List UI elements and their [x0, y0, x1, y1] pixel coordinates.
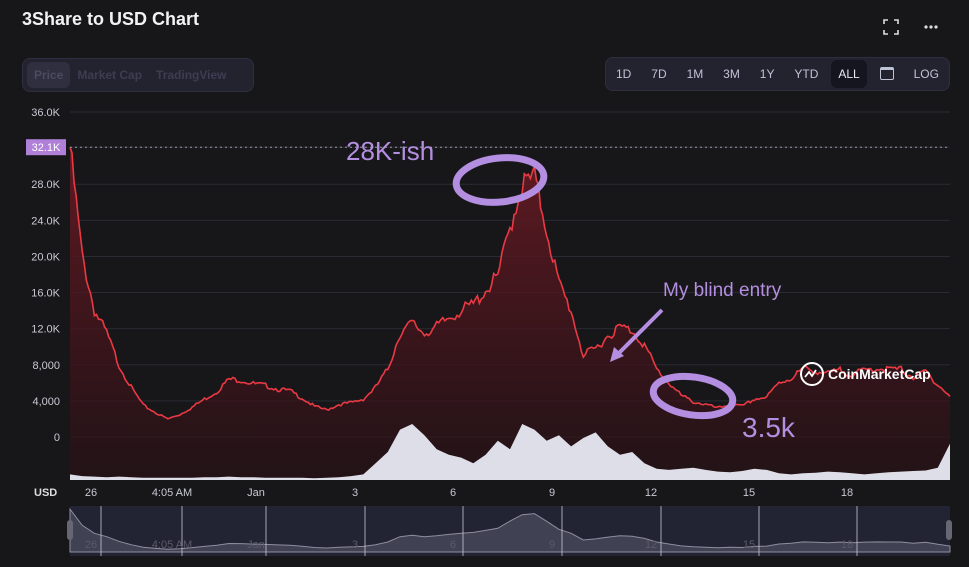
- tab-price[interactable]: Price: [27, 62, 71, 88]
- fullscreen-icon[interactable]: [880, 16, 902, 38]
- range-ytd[interactable]: YTD: [794, 67, 819, 81]
- tab-tradingview[interactable]: TradingView: [156, 68, 227, 82]
- x-tick-label: 3: [352, 487, 358, 499]
- log-toggle[interactable]: LOG: [913, 67, 939, 81]
- current-price-label: 32.1K: [32, 142, 61, 154]
- volume-bars: [70, 424, 950, 480]
- y-axis: 36.0K 28.0K 24.0K 20.0K 16.0K 12.0K 8,000 4,000…: [26, 107, 66, 444]
- navigator-tick-label: 26: [85, 539, 97, 551]
- navigator-tick-label: 3: [352, 539, 358, 551]
- x-axis: 26 4:05 AM Jan 3 6 9 12 15 18: [85, 487, 853, 499]
- entry-annotation: My blind entry: [663, 280, 782, 301]
- x-tick-label: 6: [450, 487, 456, 499]
- peak-annotation: 28K-ish: [346, 136, 434, 166]
- entry-arrow: [616, 308, 664, 356]
- navigator-tick-label: 12: [645, 539, 657, 551]
- range-1m[interactable]: 1M: [686, 67, 704, 81]
- watermark: CoinMarketCap: [800, 362, 931, 386]
- y-tick-label: 4,000: [32, 396, 60, 408]
- price-chart: 36.0K 28.0K 24.0K 20.0K 16.0K 12.0K 8,000 4,000…: [26, 107, 952, 556]
- price-area: [70, 147, 950, 480]
- x-tick-label: 18: [841, 487, 853, 499]
- navigator-right-handle[interactable]: [946, 520, 952, 540]
- x-tick-label: Jan: [247, 487, 265, 499]
- peak-circle: [452, 154, 548, 206]
- y-tick-label: 0: [54, 432, 60, 444]
- x-tick-label: 12: [645, 487, 657, 499]
- navigator-tick-label: 9: [549, 539, 555, 551]
- x-tick-label: 4:05 AM: [152, 487, 192, 499]
- low-circle: [649, 372, 737, 420]
- currency-label: USD: [34, 487, 57, 499]
- navigator-tick-label: 18: [841, 539, 853, 551]
- range-7d[interactable]: 7D: [651, 67, 667, 81]
- y-tick-label: 28.0K: [31, 179, 60, 191]
- watermark-text: CoinMarketCap: [828, 366, 931, 382]
- page-title: 3Share to USD Chart: [22, 9, 200, 29]
- low-annotation: 3.5k: [742, 412, 796, 443]
- y-tick-label: 16.0K: [31, 288, 60, 300]
- navigator-tick-label: 15: [743, 539, 755, 551]
- calendar-icon: [879, 67, 894, 80]
- navigator-tick-label: 4:05 AM: [152, 539, 192, 551]
- y-tick-label: 36.0K: [31, 107, 60, 119]
- y-tick-label: 8,000: [32, 360, 60, 372]
- range-1y[interactable]: 1Y: [759, 67, 775, 81]
- y-tick-label: 20.0K: [31, 251, 60, 263]
- more-icon[interactable]: [920, 16, 942, 38]
- navigator-tick-label: 6: [450, 539, 456, 551]
- navigator-left-handle[interactable]: [67, 520, 73, 540]
- x-tick-label: 9: [549, 487, 555, 499]
- range-3m[interactable]: 3M: [723, 67, 740, 81]
- entry-arrow-head: [610, 347, 624, 362]
- y-tick-label: 24.0K: [31, 215, 60, 227]
- navigator-line: [69, 507, 951, 553]
- current-price-badge: [26, 139, 66, 156]
- calendar-button[interactable]: [873, 60, 901, 88]
- range-all[interactable]: ALL: [831, 60, 867, 88]
- navigator-tick-label: Jan: [247, 539, 265, 551]
- volume-area: [70, 424, 950, 480]
- range-1d[interactable]: 1D: [616, 67, 632, 81]
- x-tick-label: 15: [743, 487, 755, 499]
- y-tick-label: 12.0K: [31, 324, 60, 336]
- navigator-ticks: 26 4:05 AM Jan 3 6 9 12 15 18: [85, 506, 858, 556]
- navigator[interactable]: [70, 506, 950, 556]
- range-tabs: 1D 7D 1M 3M 1Y YTD ALL LOG: [605, 57, 950, 91]
- tab-market-cap[interactable]: Market Cap: [77, 68, 143, 82]
- view-tabs: Price Market Cap TradingView: [22, 58, 254, 92]
- x-tick-label: 26: [85, 487, 97, 499]
